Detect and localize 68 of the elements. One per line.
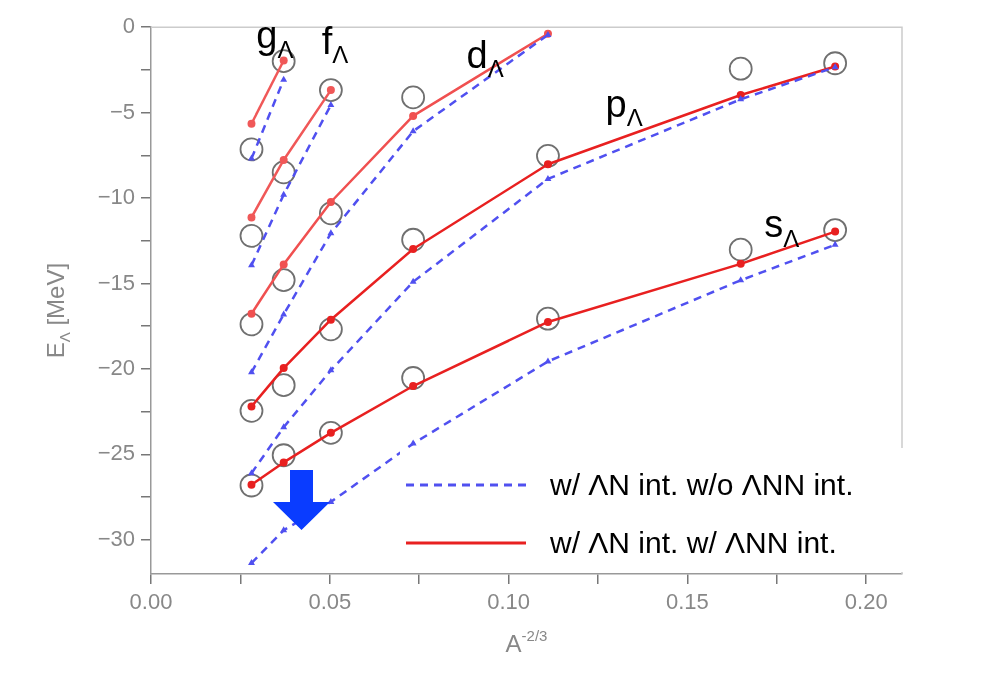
x-tick-label: 0.20 [844,589,888,615]
x-tick-label: 0.05 [308,589,352,615]
point [728,237,753,262]
point [248,469,255,476]
point [409,127,417,134]
point [271,443,296,468]
point [239,137,264,162]
point [239,223,264,248]
point [737,95,745,102]
point [326,315,335,324]
point [409,382,418,391]
point [327,229,335,236]
y-tick-label: 0 [122,13,135,39]
y-tick-label: −20 [97,355,135,381]
point [247,119,256,128]
x-tick-label: 0.00 [129,589,173,615]
point [409,277,417,284]
point [271,268,296,292]
point [737,276,745,283]
y-tick-label: −10 [97,184,135,210]
point [318,317,343,342]
point [280,423,288,430]
point [543,160,552,169]
point [280,190,288,197]
point [831,240,839,247]
point [401,366,426,390]
point [279,458,288,467]
y-tick-label: −30 [97,525,135,551]
x-tick-label: 0.10 [487,589,531,615]
point [279,260,288,269]
point [536,306,560,331]
point [279,364,288,373]
point [271,373,296,398]
point [239,398,264,423]
point [536,143,560,168]
point [248,559,255,566]
point [823,218,848,242]
point [736,259,745,268]
legend-label: w/ ΛN int. w/o ΛNN int. [549,468,854,502]
legend-label: w/ ΛN int. w/ ΛNN int. [549,526,837,560]
point [247,309,256,318]
point [318,201,343,226]
point [326,198,335,207]
point [248,261,255,268]
point [327,100,335,107]
point [279,155,288,164]
point [239,473,264,498]
y-axis-title: EΛ [MeV] [42,262,73,359]
point [401,227,426,252]
point [823,51,848,76]
point [318,78,343,102]
point [409,111,418,120]
point [247,213,256,222]
y-tick-label: −15 [97,269,135,295]
x-tick-label: 0.15 [666,589,709,615]
point [239,312,264,337]
point [409,245,418,253]
point [327,366,335,373]
y-tick-label: −5 [109,98,135,124]
point [327,497,335,504]
point [728,56,753,81]
point [401,85,426,110]
point [544,174,552,181]
point [409,439,417,446]
point [271,160,296,185]
point [280,526,288,533]
point [318,420,343,445]
y-tick-label: −25 [97,440,135,466]
